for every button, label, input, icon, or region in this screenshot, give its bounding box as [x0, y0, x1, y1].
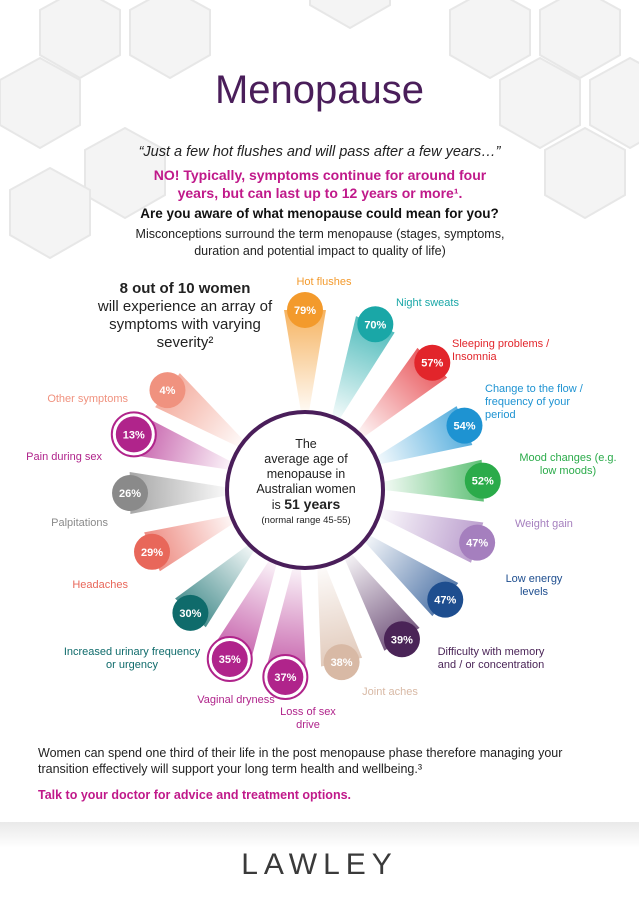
- symptom-ray: [129, 472, 228, 515]
- symptom-label: Low energy levels: [505, 573, 563, 598]
- eight-out-of-ten-strong: 8 out of 10 women: [119, 280, 251, 297]
- symptom-percent: 38%: [331, 657, 353, 669]
- no-statement: NO! Typically, symptoms continue for aro…: [153, 167, 487, 201]
- symptom-ray: [284, 310, 326, 412]
- symptom-bubble: [267, 658, 304, 695]
- symptom-bubble: [459, 524, 496, 561]
- symptom-bubble: [414, 344, 451, 381]
- center-average-age: The average age of menopause in Australi…: [236, 437, 376, 528]
- symptom-percent: 4%: [160, 385, 176, 397]
- hexagon-background: [0, 0, 639, 260]
- symptom-bubble: [427, 581, 464, 618]
- symptom-bubble: [112, 475, 149, 512]
- symptom-percent: 57%: [421, 358, 443, 370]
- talk-to-doctor: Talk to your doctor for advice and treat…: [38, 788, 352, 802]
- symptom-label: Joint aches: [362, 686, 418, 698]
- center-age-line: is 51 years: [236, 497, 376, 513]
- symptom-bubble: [323, 644, 360, 681]
- symptom-percent: 39%: [391, 634, 413, 646]
- symptom-label: Difficulty with memory and / or concentr…: [437, 646, 545, 671]
- symptom-percent: 47%: [466, 538, 488, 550]
- symptom-percent: 79%: [294, 305, 316, 317]
- symptom-label: Mood changes (e.g. low moods): [519, 452, 617, 477]
- symptom-label: Headaches: [72, 579, 128, 591]
- symptom-label: Sleeping problems / Insomnia: [452, 338, 550, 363]
- symptom-label: Palpitations: [51, 517, 108, 529]
- symptom-label: Weight gain: [515, 518, 573, 530]
- symptom-bubble: [149, 372, 186, 409]
- center-line-2: average age of: [264, 452, 348, 466]
- misconceptions-text: Misconceptions surround the term menopau…: [135, 227, 505, 258]
- symptom-percent: 37%: [274, 672, 296, 684]
- symptom-bubble: [115, 416, 152, 453]
- center-is-word: is: [271, 498, 281, 512]
- center-line-3: menopause in: [266, 467, 346, 481]
- symptom-bubble: [383, 621, 420, 658]
- awareness-question: Are you aware of what menopause could me…: [140, 206, 499, 221]
- footer-text: Women can spend one third of their life …: [38, 746, 563, 776]
- symptom-percent: 30%: [179, 608, 201, 620]
- symptom-label: Night sweats: [396, 297, 459, 309]
- symptom-label: Loss of sex drive: [280, 706, 336, 731]
- symptom-percent: 54%: [453, 421, 475, 433]
- symptom-label: Increased urinary frequency or urgency: [63, 646, 201, 671]
- symptom-bubble: [357, 306, 394, 343]
- symptom-ray: [378, 508, 484, 563]
- symptom-bubble: [172, 594, 209, 631]
- symptom-percent: 52%: [472, 476, 494, 488]
- symptom-label: Vaginal dryness: [197, 694, 275, 706]
- symptom-percent: 26%: [119, 488, 141, 500]
- center-circle: [225, 410, 385, 570]
- symptom-bubble: [287, 292, 323, 328]
- center-age-value: 51 years: [284, 496, 341, 512]
- quote-text: “Just a few hot flushes and will pass af…: [138, 144, 501, 160]
- center-range: (normal range 45-55): [261, 515, 351, 526]
- symptom-bubble: [211, 641, 248, 678]
- symptom-bubble: [134, 533, 171, 570]
- symptom-label: Other symptoms: [47, 393, 128, 405]
- symptom-percent: 29%: [141, 547, 163, 559]
- footer-band: [0, 822, 639, 909]
- center-line-4: Australian women: [256, 482, 356, 496]
- symptom-percent: 13%: [123, 429, 145, 441]
- symptom-percent: 70%: [364, 319, 386, 331]
- eight-out-of-ten-block: 8 out of 10 women will experience an arr…: [80, 280, 290, 352]
- symptom-ray: [382, 459, 484, 502]
- eight-out-of-ten-rest: will experience an array of symptoms wit…: [97, 298, 273, 351]
- symptom-label: Pain during sex: [26, 451, 102, 463]
- symptom-bubble: [446, 407, 483, 444]
- symptom-label: Change to the flow / frequency of your p…: [485, 383, 583, 421]
- symptom-ray: [331, 316, 395, 420]
- symptom-label: Hot flushes: [296, 276, 352, 288]
- lawley-logo: LAWLEY: [241, 848, 398, 881]
- symptom-percent: 47%: [434, 595, 456, 607]
- center-line-1: The: [295, 437, 317, 451]
- symptom-ray: [317, 565, 363, 667]
- symptom-bubble: [464, 462, 501, 499]
- symptom-ray: [264, 567, 307, 680]
- page-title: Menopause: [214, 68, 425, 112]
- symptom-percent: 35%: [219, 654, 241, 666]
